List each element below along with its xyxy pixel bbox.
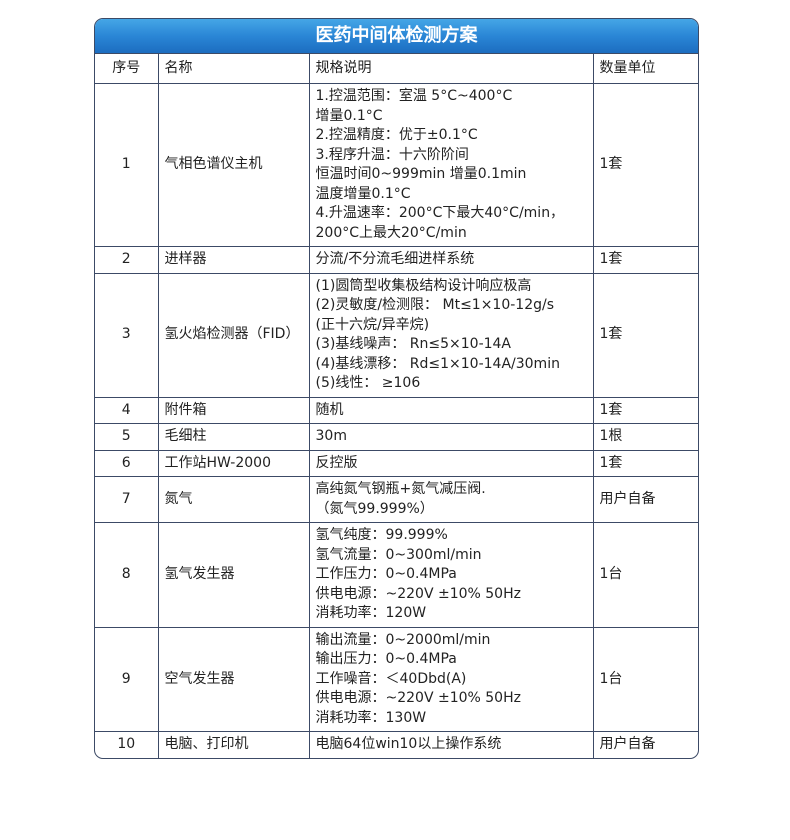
spec-line: 1.控温范围：室温 5°C~400°C	[315, 88, 513, 104]
spec-line: （氮气99.999%）	[315, 500, 434, 517]
item-spec: 电脑64位win10以上操作系统	[308, 731, 594, 758]
item-name: 进样器	[157, 246, 310, 274]
spec-line: 随机	[315, 401, 344, 418]
spec-line: 输出压力：0~0.4MPa	[315, 651, 457, 667]
table-title: 医药中间体检测方案	[95, 19, 698, 54]
table-row: 6 工作站HW-2000 反控版 1套	[95, 449, 698, 477]
row-number: 4	[95, 396, 159, 424]
spec-line: 输出流量：0~2000ml/min	[315, 631, 491, 648]
spec-line: (正十六烷/异辛烷)	[315, 316, 430, 333]
row-number: 10	[95, 731, 159, 758]
item-name: 空气发生器	[157, 626, 310, 732]
header-spec: 规格说明	[308, 54, 594, 84]
spec-line: 消耗功率：120W	[315, 605, 427, 621]
header-row: 序号 名称 规格说明 数量单位	[95, 54, 698, 84]
table-row: 10 电脑、打印机 电脑64位win10以上操作系统 用户自备	[95, 731, 698, 758]
spec-line: 工作噪音：＜40Dbd(A)	[315, 670, 467, 687]
item-spec: 氢气纯度：99.999% 氢气流量：0~300ml/min 工作压力：0~0.4MP…	[308, 522, 594, 628]
spec-line: 工作压力：0~0.4MPa	[315, 566, 457, 582]
item-quantity: 1套	[592, 246, 698, 274]
spec-line: 温度增量0.1°C	[315, 185, 411, 202]
table-row: 7 氮气 高纯氮气钢瓶+氮气减压阀. （氮气99.999%） 用户自备	[95, 476, 698, 523]
spec-line: 供电电源：~220V ±10% 50Hz	[315, 690, 521, 706]
header-qty: 数量单位	[592, 54, 698, 84]
item-spec: 随机	[308, 396, 594, 424]
spec-line: 2.控温精度：优于±0.1°C	[315, 127, 478, 143]
item-spec: 高纯氮气钢瓶+氮气减压阀. （氮气99.999%）	[308, 476, 594, 523]
spec-line: 氢气纯度：99.999%	[315, 527, 448, 543]
item-quantity: 1套	[592, 272, 698, 398]
row-number: 8	[95, 522, 159, 628]
item-spec: 1.控温范围：室温 5°C~400°C 增量0.1°C 2.控温精度：优于±0.1°…	[308, 83, 594, 247]
table-row: 5 毛细柱 30m 1根	[95, 423, 698, 451]
spec-line: 电脑64位win10以上操作系统	[315, 736, 502, 752]
spec-line: (1)圆筒型收集极结构设计响应极高	[315, 277, 532, 294]
row-number: 2	[95, 246, 159, 274]
table-row: 8 氢气发生器 氢气纯度：99.999% 氢气流量：0~300ml/min 工作压力：0…	[95, 522, 698, 628]
row-number: 1	[95, 83, 159, 247]
spec-line: 3.程序升温：十六阶阶间	[315, 146, 469, 163]
spec-line: (4)基线漂移： Rd≤1×10-14A/30min	[315, 355, 560, 372]
item-name: 毛细柱	[157, 423, 310, 451]
item-spec: 分流/不分流毛细进样系统	[308, 246, 594, 274]
item-quantity: 1套	[592, 396, 698, 424]
item-name: 电脑、打印机	[157, 731, 310, 758]
table-row: 4 附件箱 随机 1套	[95, 396, 698, 424]
spec-line: 分流/不分流毛细进样系统	[315, 251, 475, 267]
item-name: 附件箱	[157, 396, 310, 424]
item-quantity: 用户自备	[592, 476, 698, 523]
item-quantity: 1台	[592, 626, 698, 732]
item-spec: 输出流量：0~2000ml/min 输出压力：0~0.4MPa 工作噪音：＜40Db…	[308, 626, 594, 732]
table-row: 1 气相色谱仪主机 1.控温范围：室温 5°C~400°C 增量0.1°C 2.控温精度…	[95, 83, 698, 247]
item-name: 气相色谱仪主机	[157, 83, 310, 247]
header-name: 名称	[157, 54, 310, 84]
item-name: 氢火焰检测器（FID）	[157, 272, 310, 398]
table-row: 3 氢火焰检测器（FID） (1)圆筒型收集极结构设计响应极高 (2)灵敏度/检测限：…	[95, 272, 698, 398]
spec-table-container: 医药中间体检测方案 序号 名称 规格说明 数量单位 1 气相色谱仪主机 1.控温范围…	[94, 18, 699, 759]
row-number: 6	[95, 449, 159, 477]
spec-line: 供电电源：~220V ±10% 50Hz	[315, 585, 521, 602]
table-row: 9 空气发生器 输出流量：0~2000ml/min 输出压力：0~0.4MPa 工作噪音…	[95, 626, 698, 732]
spec-table: 序号 名称 规格说明 数量单位 1 气相色谱仪主机 1.控温范围：室温 5°C~40…	[95, 54, 698, 758]
spec-line: (5)线性： ≥106	[315, 375, 421, 391]
spec-line: 消耗功率：130W	[315, 709, 427, 726]
header-no: 序号	[95, 54, 159, 84]
spec-line: 30m	[315, 428, 347, 444]
row-number: 9	[95, 626, 159, 732]
row-number: 7	[95, 476, 159, 523]
spec-line: (3)基线噪声： Rn≤5×10-14A	[315, 336, 512, 352]
item-quantity: 1套	[592, 449, 698, 477]
item-name: 氢气发生器	[157, 522, 310, 628]
spec-line: (2)灵敏度/检测限： Mt≤1×10-12g/s	[315, 297, 555, 313]
spec-line: 4.升温速率：200°C下最大40°C/min，	[315, 205, 565, 221]
spec-line: 反控版	[315, 454, 358, 471]
item-quantity: 1根	[592, 423, 698, 451]
spec-line: 200°C上最大20°C/min	[315, 224, 467, 241]
item-name: 工作站HW-2000	[157, 449, 310, 477]
item-spec: 反控版	[308, 449, 594, 477]
spec-line: 增量0.1°C	[315, 107, 383, 124]
item-spec: 30m	[308, 423, 594, 451]
row-number: 3	[95, 272, 159, 398]
row-number: 5	[95, 423, 159, 451]
table-row: 2 进样器 分流/不分流毛细进样系统 1套	[95, 246, 698, 274]
spec-line: 恒温时间0~999min 增量0.1min	[315, 166, 527, 182]
item-name: 氮气	[157, 476, 310, 523]
spec-line: 氢气流量：0~300ml/min	[315, 546, 482, 563]
item-quantity: 用户自备	[592, 731, 698, 758]
item-spec: (1)圆筒型收集极结构设计响应极高 (2)灵敏度/检测限： Mt≤1×10-12g…	[308, 272, 594, 398]
item-quantity: 1台	[592, 522, 698, 628]
item-quantity: 1套	[592, 83, 698, 247]
spec-line: 高纯氮气钢瓶+氮气减压阀.	[315, 481, 486, 497]
